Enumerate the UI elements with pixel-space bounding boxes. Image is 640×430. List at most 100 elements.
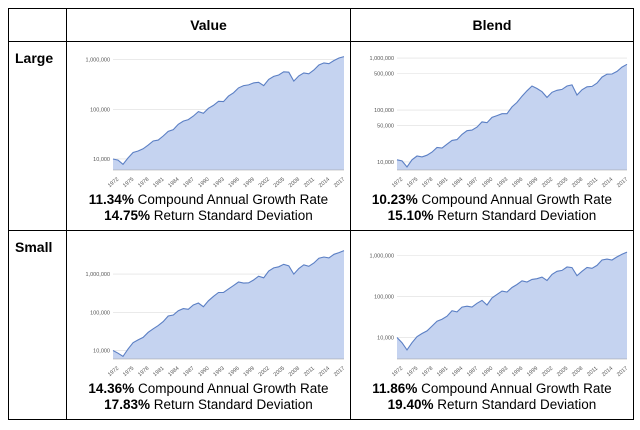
series-line — [112, 250, 345, 358]
sd-value: 19.40% — [387, 397, 434, 412]
y-tick-label: 1,000,000 — [86, 58, 110, 64]
y-tick-label: 100,000 — [90, 107, 110, 113]
y-tick-label: 100,000 — [374, 108, 394, 114]
x-tick-label: 2002 — [541, 366, 554, 378]
x-tick-label: 1987 — [182, 177, 195, 189]
stats-large-value: 11.34% Compound Annual Growth Rate 14.75… — [67, 192, 350, 224]
x-tick-label: 1990 — [481, 177, 494, 189]
x-tick-label: 2005 — [556, 177, 569, 189]
x-tick-label: 1972 — [391, 177, 404, 189]
sd-value: 15.10% — [387, 208, 434, 223]
x-tick-label: 2011 — [303, 366, 316, 378]
y-tick-label: 10,000 — [377, 336, 394, 342]
x-tick-label: 2002 — [258, 366, 271, 378]
x-tick-label: 1975 — [122, 366, 135, 378]
chart-cell-large-value: 10,000 100,000 1,000,000 1972 1975 1978 1981 19… — [66, 41, 351, 231]
x-tick-label: 1987 — [182, 366, 195, 378]
y-tick-label: 10,000 — [93, 157, 110, 163]
column-header-blend: Blend — [350, 8, 634, 42]
x-tick-label: 1975 — [406, 177, 419, 189]
x-tick-label: 1984 — [451, 177, 464, 189]
x-tick-label: 1999 — [526, 366, 539, 378]
sd-label: Return Standard Deviation — [149, 208, 313, 223]
x-tick-label: 2011 — [586, 177, 599, 189]
x-tick-label: 2014 — [601, 366, 614, 378]
cagr-label: Compound Annual Growth Rate — [417, 381, 612, 396]
x-tick-label: 1978 — [137, 366, 150, 378]
x-tick-label: 1993 — [212, 366, 225, 378]
y-tick-label: 100,000 — [374, 294, 394, 300]
x-tick-label: 2017 — [333, 366, 346, 378]
x-tick-label: 1999 — [243, 177, 256, 189]
x-tick-label: 1987 — [466, 366, 479, 378]
y-tick-label: 1,000,000 — [370, 253, 394, 259]
x-tick-label: 2008 — [288, 177, 301, 189]
x-tick-label: 2017 — [616, 366, 629, 378]
cagr-label: Compound Annual Growth Rate — [133, 192, 329, 207]
y-tick-label: 100,000 — [90, 310, 110, 316]
y-tick-label: 50,000 — [377, 124, 394, 130]
x-tick-label: 1981 — [152, 177, 165, 189]
cagr-label: Compound Annual Growth Rate — [134, 381, 329, 396]
area-series — [113, 250, 344, 359]
cagr-value: 14.36% — [88, 381, 135, 396]
x-tick-label: 1978 — [421, 177, 434, 189]
x-tick-label: 2005 — [273, 366, 286, 378]
x-tick-label: 1978 — [421, 366, 434, 378]
chart-cell-large-blend: 10,000 50,000 100,000 500,000 1,000,000 1972 1… — [350, 41, 634, 231]
x-tick-label: 1984 — [167, 177, 180, 189]
x-tick-label: 2008 — [288, 366, 301, 378]
series-line — [396, 251, 628, 351]
row-label-large: Large — [8, 41, 67, 231]
cagr-value: 11.34% — [88, 192, 134, 207]
x-tick-label: 2017 — [333, 177, 346, 189]
series-line — [396, 63, 628, 168]
stats-small-value: 14.36% Compound Annual Growth Rate 17.83… — [67, 381, 350, 413]
area-series — [397, 252, 627, 359]
x-tick-label: 2008 — [571, 177, 584, 189]
x-tick-label: 1996 — [511, 366, 524, 378]
sd-label: Return Standard Deviation — [433, 208, 597, 223]
x-tick-label: 1990 — [197, 177, 210, 189]
x-tick-label: 1978 — [137, 177, 150, 189]
x-tick-label: 2017 — [616, 177, 629, 189]
column-header-value: Value — [66, 8, 351, 42]
x-tick-label: 1981 — [152, 366, 165, 378]
x-tick-label: 1999 — [526, 177, 539, 189]
y-tick-label: 10,000 — [93, 349, 110, 355]
area-series — [113, 56, 344, 170]
x-tick-label: 1987 — [466, 177, 479, 189]
x-tick-label: 1972 — [107, 366, 120, 378]
x-tick-label: 2014 — [601, 177, 614, 189]
x-tick-label: 1975 — [406, 366, 419, 378]
sd-label: Return Standard Deviation — [433, 397, 597, 412]
comparison-table: Value Blend Large Small 10,000 100,000 1,0… — [8, 8, 634, 420]
x-tick-label: 1984 — [167, 366, 180, 378]
sd-value: 14.75% — [104, 208, 150, 223]
x-tick-label: 2011 — [303, 177, 316, 189]
x-tick-label: 2008 — [571, 366, 584, 378]
x-tick-label: 1996 — [511, 177, 524, 189]
area-series — [397, 64, 627, 170]
x-tick-label: 2014 — [318, 366, 331, 378]
corner-cell — [8, 8, 67, 42]
chart-cell-small-blend: 10,000 100,000 1,000,000 1972 1975 1978 1981 19… — [350, 230, 634, 420]
sd-value: 17.83% — [104, 397, 150, 412]
stats-small-blend: 11.86% Compound Annual Growth Rate 19.40… — [351, 381, 633, 413]
x-tick-label: 1984 — [451, 366, 464, 378]
cagr-label: Compound Annual Growth Rate — [417, 192, 613, 207]
row-label-small: Small — [8, 230, 67, 420]
x-tick-label: 1993 — [496, 366, 509, 378]
x-tick-label: 1990 — [197, 366, 210, 378]
cagr-value: 10.23% — [371, 192, 418, 207]
stats-large-blend: 10.23% Compound Annual Growth Rate 15.10… — [351, 192, 633, 224]
x-tick-label: 2002 — [258, 177, 271, 189]
cagr-value: 11.86% — [372, 381, 418, 396]
x-tick-label: 2011 — [586, 366, 599, 378]
sd-label: Return Standard Deviation — [149, 397, 313, 412]
x-tick-label: 1996 — [228, 366, 241, 378]
chart-cell-small-value: 10,000 100,000 1,000,000 1972 1975 1978 1981 19… — [66, 230, 351, 420]
